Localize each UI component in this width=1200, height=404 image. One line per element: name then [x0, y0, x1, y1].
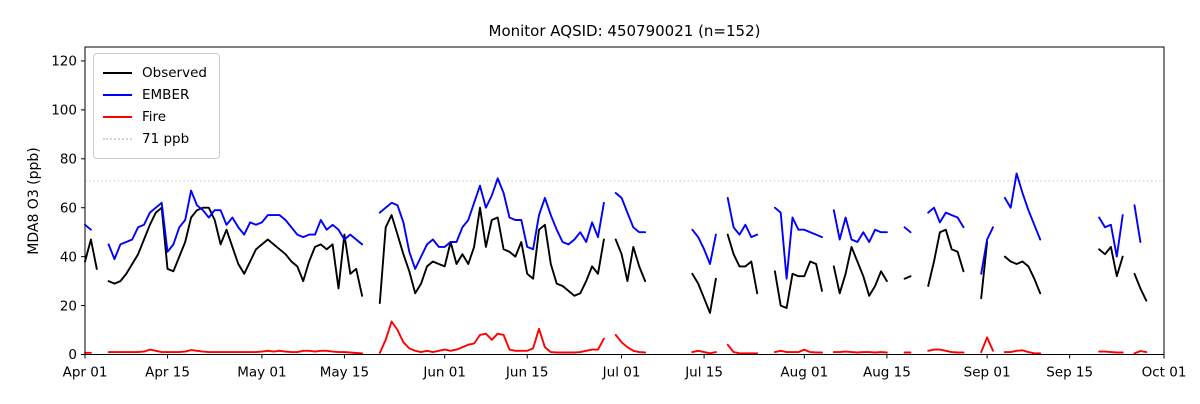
- plot-area: [84, 172, 1164, 355]
- legend-label: Fire: [142, 109, 167, 125]
- axes: 0 20 40 60 80 100 120 Apr 01 Apr 15 May 01 May 15 J…: [51, 46, 1187, 381]
- x-tick-label: Jun 01: [422, 365, 466, 381]
- legend-item-observed: Observed: [103, 62, 207, 84]
- legend-swatch: [103, 72, 132, 74]
- y-tick-label: 40: [60, 249, 77, 265]
- series-fire: [84, 320, 1148, 355]
- y-tick-label: 120: [51, 54, 77, 70]
- y-tick-label: 80: [60, 151, 77, 167]
- legend-item-fire: Fire: [103, 106, 207, 128]
- legend-item-ember: EMBER: [103, 84, 207, 106]
- y-tick-label: 60: [60, 200, 77, 216]
- x-tick-label: Jun 15: [505, 365, 549, 381]
- x-tick-label: Aug 15: [863, 365, 911, 381]
- legend-swatch: [103, 116, 132, 118]
- y-axis-label: MDA8 O3 (ppb): [26, 147, 42, 255]
- x-tick-label: Apr 15: [145, 365, 190, 381]
- legend-label: EMBER: [142, 87, 190, 103]
- legend: Observed EMBER Fire 71 ppb: [93, 53, 220, 159]
- x-tick-label: Apr 01: [63, 365, 108, 381]
- x-tick-label: Sep 15: [1046, 365, 1093, 381]
- series-observed: [84, 206, 1148, 314]
- x-tick-label: Jul 01: [602, 365, 641, 381]
- y-tick-label: 20: [60, 298, 77, 314]
- y-tick-label: 0: [68, 347, 77, 363]
- legend-label: 71 ppb: [142, 131, 190, 147]
- legend-swatch: [103, 94, 132, 96]
- legend-item-71-ppb: 71 ppb: [103, 128, 207, 150]
- x-tick-label: Oct 01: [1142, 365, 1187, 381]
- legend-label: Observed: [142, 65, 207, 81]
- x-tick-label: Aug 01: [780, 365, 828, 381]
- axes-frame: [84, 46, 1165, 355]
- series-ember: [84, 172, 1142, 280]
- x-tick-label: Sep 01: [964, 365, 1011, 381]
- x-tick-label: May 15: [320, 365, 369, 381]
- legend-swatch: [103, 138, 132, 140]
- y-tick-label: 100: [51, 103, 77, 119]
- x-tick-label: May 01: [237, 365, 286, 381]
- x-tick-label: Jul 15: [684, 365, 723, 381]
- chart-title: Monitor AQSID: 450790021 (n=152): [489, 22, 761, 40]
